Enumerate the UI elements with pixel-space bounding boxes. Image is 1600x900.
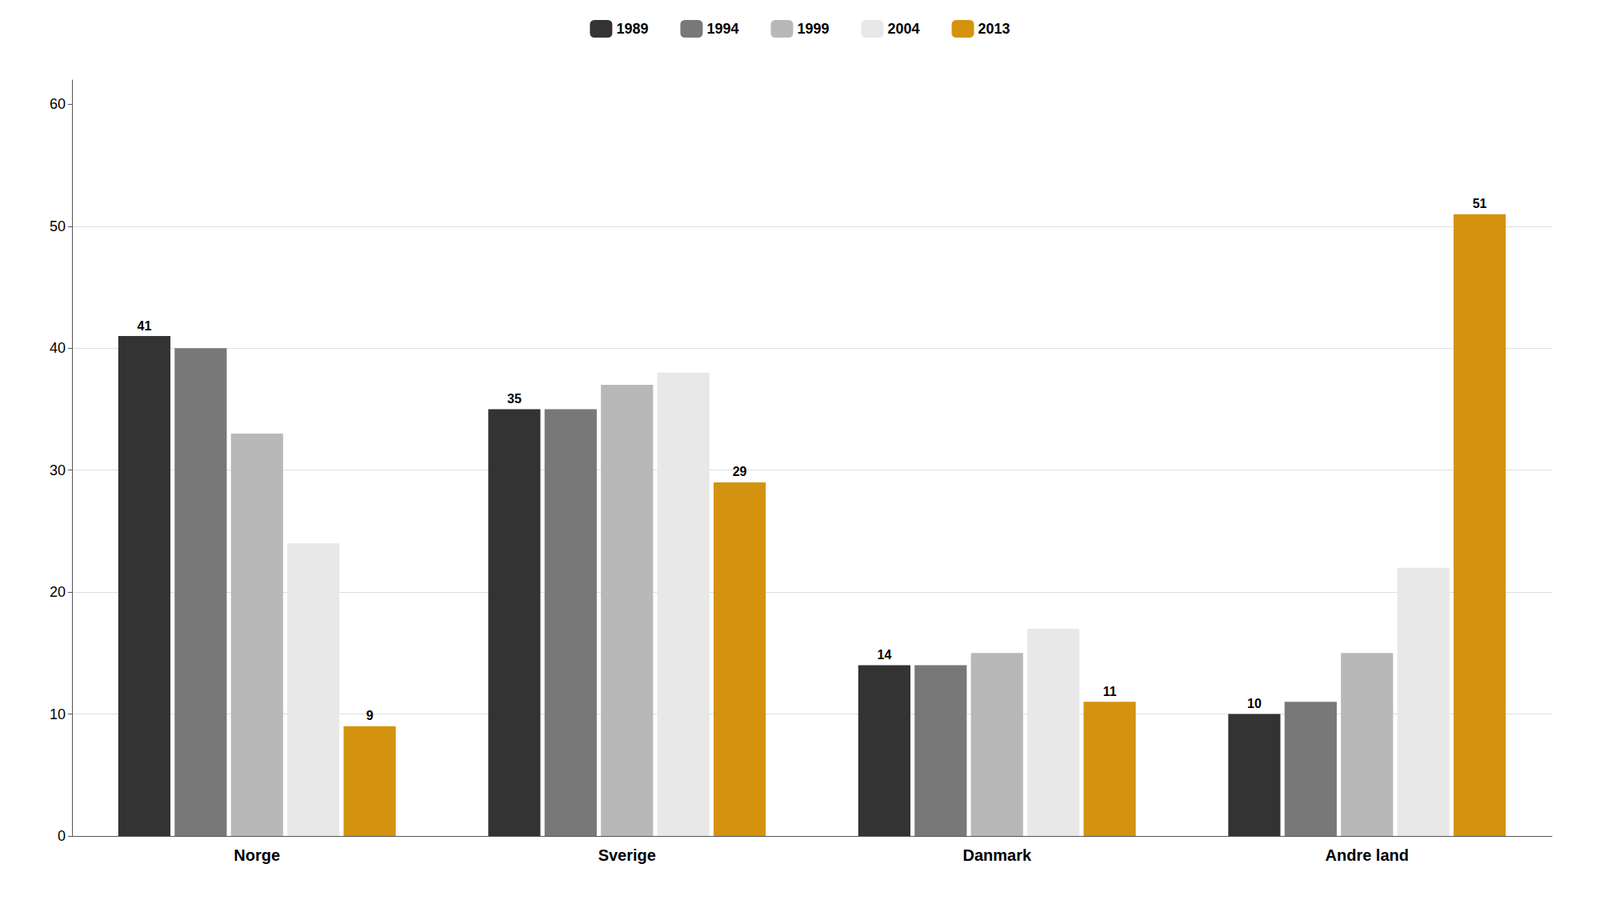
svg-text:50: 50 [49,218,66,235]
svg-text:14: 14 [877,648,892,662]
svg-text:0: 0 [57,828,66,844]
svg-text:30: 30 [49,462,66,479]
svg-text:51: 51 [1472,196,1488,211]
svg-text:2013: 2013 [978,20,1011,37]
svg-text:Danmark: Danmark [962,846,1032,864]
svg-text:29: 29 [732,464,748,479]
svg-text:1989: 1989 [616,20,648,37]
svg-text:11: 11 [1103,684,1117,699]
svg-text:41: 41 [137,319,152,333]
svg-text:Andre land: Andre land [1325,846,1409,864]
svg-text:2004: 2004 [888,20,920,37]
svg-text:10: 10 [1247,696,1262,711]
svg-text:1999: 1999 [796,20,829,37]
svg-text:20: 20 [49,584,66,600]
svg-text:Norge: Norge [233,846,280,864]
svg-text:Sverige: Sverige [598,846,656,864]
svg-text:1994: 1994 [706,20,739,37]
svg-text:60: 60 [49,96,66,112]
svg-text:10: 10 [49,706,66,723]
svg-text:40: 40 [49,340,66,356]
svg-text:35: 35 [507,392,522,406]
svg-text:9: 9 [366,708,374,723]
